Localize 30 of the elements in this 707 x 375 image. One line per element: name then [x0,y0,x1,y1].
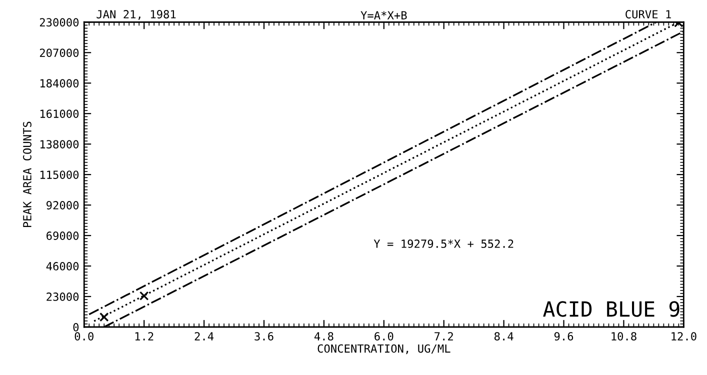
x-tick-label: 3.6 [254,332,274,341]
x-tick-label: 9.6 [554,332,574,341]
y-axis-title: PEAK AREA COUNTS [23,122,32,228]
text: CURVE 1 [626,10,671,18]
y-tick-label: 138000 [40,140,79,148]
x-axis-title: CONCENTRATION, UG/ML [318,344,450,354]
y-tick-label: 0 [73,323,79,332]
y-tick-label: 207000 [40,48,79,58]
chart-title: Y=A*X+B [360,11,407,20]
y-tick-label: 230000 [40,18,79,27]
y-tick-label: 184000 [40,79,79,88]
y-tick-label: 115000 [40,170,79,179]
annotation: ACID BLUE 9 [543,301,680,317]
annotation: Y = 19279.5*X + 552.2 [374,240,514,248]
y-tick-label: 92000 [46,201,79,210]
x-tick-label: 12.0 [672,332,696,341]
x-tick-label: 10.8 [612,332,636,341]
y-tick-label: 23000 [46,292,79,301]
y-tick-label: 46000 [46,262,79,270]
x-tick-label: 7.2 [434,332,453,340]
x-tick-label: 2.4 [194,332,214,340]
x-tick-label: 6.0 [374,332,394,341]
point [139,291,149,300]
y-tick-label: 69000 [46,232,79,240]
y-tick-label: 161000 [40,110,79,118]
x-tick-label: 8.4 [494,332,514,341]
x-tick-label: 4.8 [314,332,334,341]
x-tick-label: 1.2 [135,332,154,340]
x-tick-label: 0.0 [74,332,94,341]
text: JAN 21, 1981 [96,10,176,20]
